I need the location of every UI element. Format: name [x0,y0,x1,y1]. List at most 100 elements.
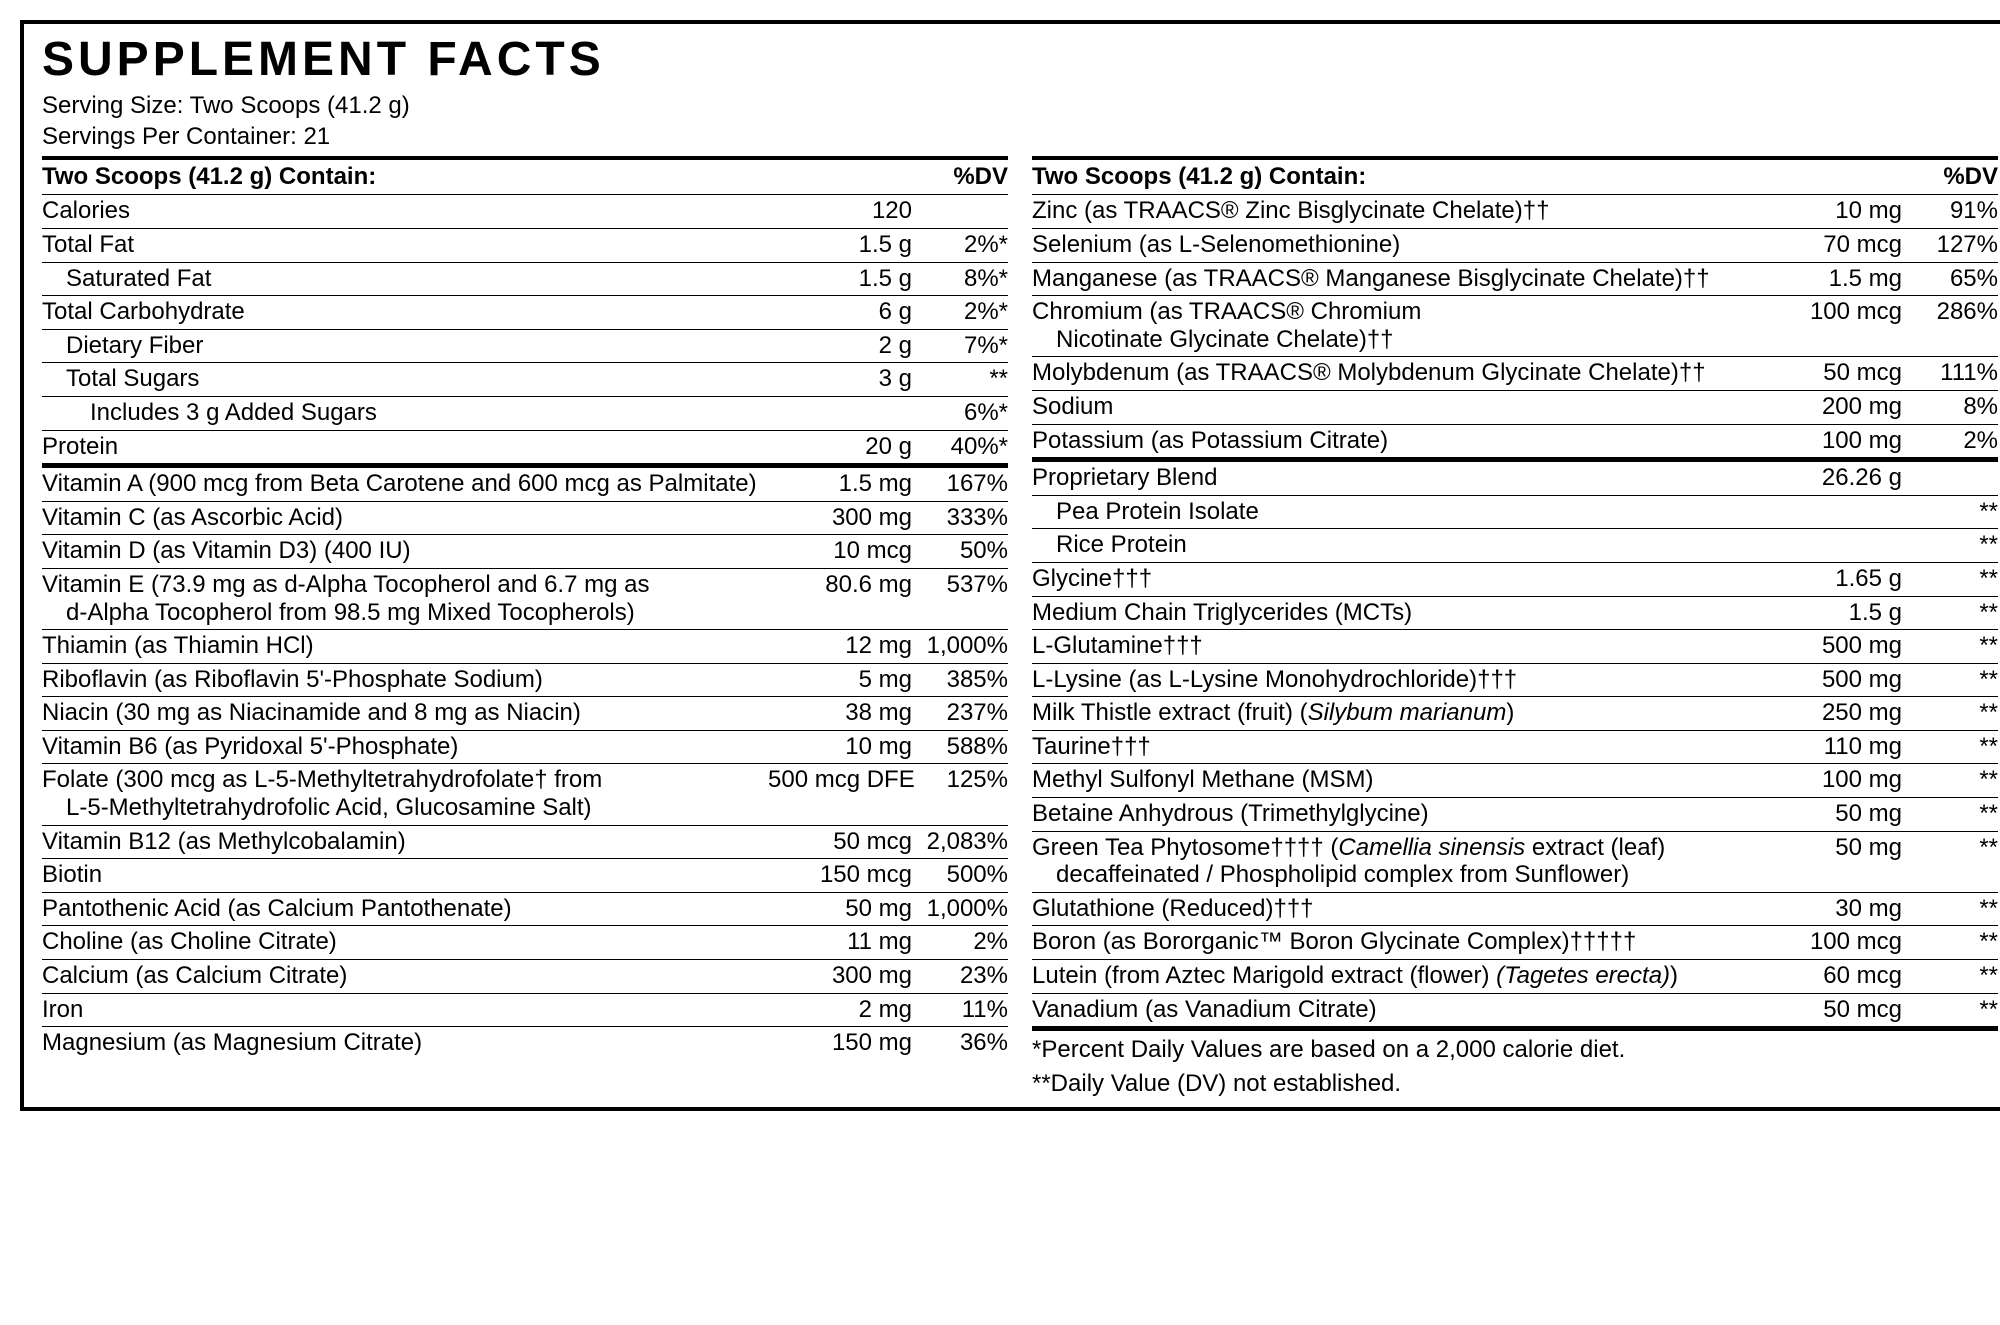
nutrient-name: Glycine††† [1032,565,1758,593]
nutrient-amount: 110 mg [1758,733,1908,761]
nutrient-amount: 50 mcg [768,828,918,856]
right-header: Two Scoops (41.2 g) Contain: %DV [1032,160,1998,195]
nutrient-amount: 1.5 g [1758,599,1908,627]
nutrient-name: Calories [42,197,768,225]
nutrient-name: Betaine Anhydrous (Trimethylglycine) [1032,800,1758,828]
nutrient-name: Taurine††† [1032,733,1758,761]
table-row: Manganese (as TRAACS® Manganese Bisglyci… [1032,263,1998,297]
nutrient-dv: ** [1908,962,1998,990]
nutrient-amount: 20 g [768,433,918,461]
nutrient-amount [768,399,918,427]
nutrient-dv: 333% [918,504,1008,532]
nutrient-dv: 65% [1908,265,1998,293]
nutrient-name: Total Sugars [42,365,768,393]
table-row: Potassium (as Potassium Citrate)100 mg2% [1032,425,1998,459]
table-row: Magnesium (as Magnesium Citrate)150 mg36… [42,1027,1008,1060]
nutrient-dv: 11% [918,996,1008,1024]
table-row: Proprietary Blend26.26 g [1032,462,1998,496]
header-label: Two Scoops (41.2 g) Contain: [1032,163,1758,191]
nutrient-name: Sodium [1032,393,1758,421]
nutrient-amount: 26.26 g [1758,464,1908,492]
nutrient-name: Medium Chain Triglycerides (MCTs) [1032,599,1758,627]
nutrient-name: Vitamin B12 (as Methylcobalamin) [42,828,768,856]
nutrient-dv: 500% [918,861,1008,889]
table-row: Calcium (as Calcium Citrate)300 mg23% [42,960,1008,994]
nutrient-amount: 150 mg [768,1029,918,1057]
nutrient-dv: ** [1908,666,1998,694]
table-row: Green Tea Phytosome†††† (Camellia sinens… [1032,832,1998,893]
nutrient-dv: ** [1908,531,1998,559]
nutrient-dv: 8% [1908,393,1998,421]
nutrient-amount: 100 mcg [1758,928,1908,956]
nutrient-name: Zinc (as TRAACS® Zinc Bisglycinate Chela… [1032,197,1758,225]
nutrient-dv: 2%* [918,231,1008,259]
table-row: Folate (300 mcg as L-5-Methyltetrahydrof… [42,764,1008,825]
nutrient-dv: 50% [918,537,1008,565]
nutrient-amount: 500 mg [1758,666,1908,694]
table-row: Iron2 mg11% [42,994,1008,1028]
nutrient-amount: 250 mg [1758,699,1908,727]
nutrient-amount: 500 mcg DFE [768,766,918,821]
nutrient-name: Total Fat [42,231,768,259]
nutrient-name: Vitamin C (as Ascorbic Acid) [42,504,768,532]
table-row: Dietary Fiber2 g7%* [42,330,1008,364]
nutrient-dv: ** [1908,498,1998,526]
nutrient-dv: 23% [918,962,1008,990]
nutrient-dv: ** [1908,800,1998,828]
table-row: Pantothenic Acid (as Calcium Pantothenat… [42,893,1008,927]
panel-title: SUPPLEMENT FACTS [42,36,1998,84]
nutrient-name: Chromium (as TRAACS® ChromiumNicotinate … [1032,298,1758,353]
nutrient-amount: 3 g [768,365,918,393]
nutrient-amount: 10 mg [1758,197,1908,225]
nutrient-name: Choline (as Choline Citrate) [42,928,768,956]
nutrient-amount: 60 mcg [1758,962,1908,990]
nutrient-amount: 10 mg [768,733,918,761]
left-header: Two Scoops (41.2 g) Contain: %DV [42,160,1008,195]
nutrient-name: Molybdenum (as TRAACS® Molybdenum Glycin… [1032,359,1758,387]
nutrient-dv: 91% [1908,197,1998,225]
table-row: Pea Protein Isolate** [1032,496,1998,530]
table-row: Rice Protein ** [1032,529,1998,563]
left-section-2: Vitamin A (900 mcg from Beta Carotene an… [42,468,1008,1060]
nutrient-dv: 385% [918,666,1008,694]
nutrient-name: Total Carbohydrate [42,298,768,326]
nutrient-dv: 127% [1908,231,1998,259]
nutrient-amount: 50 mcg [1758,996,1908,1024]
nutrient-dv: ** [1908,996,1998,1024]
nutrient-name: Manganese (as TRAACS® Manganese Bisglyci… [1032,265,1758,293]
nutrient-name: Lutein (from Aztec Marigold extract (flo… [1032,962,1758,990]
nutrient-amount: 200 mg [1758,393,1908,421]
nutrient-dv: ** [918,365,1008,393]
nutrient-dv: 8%* [918,265,1008,293]
nutrient-name: Magnesium (as Magnesium Citrate) [42,1029,768,1057]
table-row: Niacin (30 mg as Niacinamide and 8 mg as… [42,697,1008,731]
nutrient-amount: 2 g [768,332,918,360]
nutrient-dv: 588% [918,733,1008,761]
nutrient-amount [1758,531,1908,559]
nutrient-dv: 1,000% [918,632,1008,660]
table-row: Riboflavin (as Riboflavin 5'-Phosphate S… [42,664,1008,698]
table-row: Vitamin B12 (as Methylcobalamin)50 mcg2,… [42,826,1008,860]
nutrient-dv [1908,464,1998,492]
table-row: Selenium (as L-Selenomethionine)70 mcg12… [1032,229,1998,263]
right-section-1: Zinc (as TRAACS® Zinc Bisglycinate Chela… [1032,195,1998,458]
serving-size: Serving Size: Two Scoops (41.2 g) [42,90,1998,121]
nutrient-amount: 10 mcg [768,537,918,565]
nutrient-dv: ** [1908,699,1998,727]
nutrient-name: Dietary Fiber [42,332,768,360]
nutrient-amount: 150 mcg [768,861,918,889]
table-row: Lutein (from Aztec Marigold extract (flo… [1032,960,1998,994]
nutrient-dv: 125% [918,766,1008,821]
table-row: Biotin150 mcg500% [42,859,1008,893]
nutrient-dv: 2% [918,928,1008,956]
nutrient-dv: ** [1908,565,1998,593]
nutrient-dv: ** [1908,733,1998,761]
table-row: Calories120 [42,195,1008,229]
table-row: Milk Thistle extract (fruit) (Silybum ma… [1032,697,1998,731]
nutrient-name: Calcium (as Calcium Citrate) [42,962,768,990]
table-row: Boron (as Bororganic™ Boron Glycinate Co… [1032,926,1998,960]
nutrient-amount: 38 mg [768,699,918,727]
nutrient-name: Rice Protein [1032,531,1758,559]
nutrient-amount: 12 mg [768,632,918,660]
nutrient-amount: 6 g [768,298,918,326]
